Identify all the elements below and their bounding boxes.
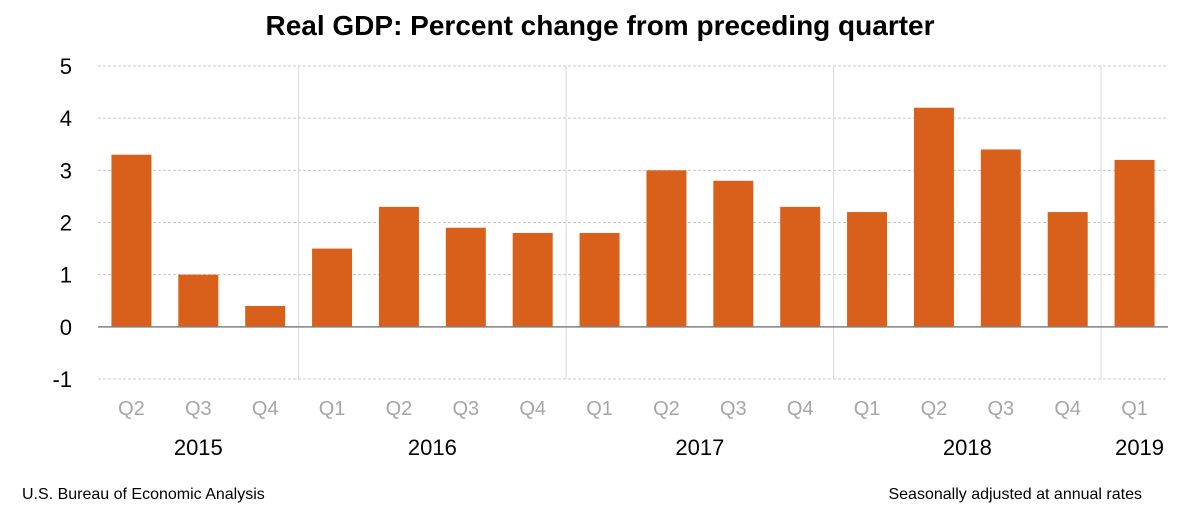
x-tick-label: Q2 (653, 398, 680, 420)
y-tick-label: 0 (60, 315, 72, 340)
x-tick-label: Q2 (386, 398, 413, 420)
bar (913, 107, 954, 327)
x-tick-label: Q2 (118, 398, 145, 420)
bar (646, 170, 687, 327)
y-tick-label: 4 (60, 106, 72, 131)
bar (245, 305, 286, 327)
x-tick-label: Q3 (452, 398, 479, 420)
bar (111, 154, 152, 327)
bar (579, 232, 620, 327)
year-label: 2017 (675, 435, 724, 460)
x-tick-label: Q1 (854, 398, 881, 420)
x-tick-label: Q1 (586, 398, 613, 420)
year-label: 2016 (408, 435, 457, 460)
bar (780, 206, 821, 327)
x-tick-label: Q1 (1121, 398, 1148, 420)
adjustment-note: Seasonally adjusted at annual rates (888, 486, 1142, 503)
bar (378, 206, 419, 327)
bar (713, 180, 754, 327)
y-tick-label: -1 (52, 367, 72, 392)
y-tick-label: 3 (60, 158, 72, 183)
y-tick-label: 1 (60, 263, 72, 288)
y-tick-label: 5 (60, 54, 72, 79)
x-tick-label: Q2 (921, 398, 948, 420)
year-label: 2015 (174, 435, 223, 460)
x-tick-label: Q3 (185, 398, 212, 420)
bar (1114, 159, 1155, 327)
bar (512, 232, 553, 327)
bar (1047, 212, 1088, 327)
bar (312, 248, 353, 327)
year-label: 2018 (943, 435, 992, 460)
x-tick-label: Q4 (787, 398, 814, 420)
bar (980, 149, 1021, 327)
bar (847, 212, 888, 327)
bar (445, 227, 486, 327)
year-label: 2019 (1115, 435, 1164, 460)
x-tick-label: Q3 (720, 398, 747, 420)
x-tick-label: Q4 (1054, 398, 1081, 420)
x-tick-label: Q4 (519, 398, 546, 420)
x-tick-label: Q3 (987, 398, 1014, 420)
x-tick-label: Q4 (252, 398, 279, 420)
x-tick-label: Q1 (319, 398, 346, 420)
source-note: U.S. Bureau of Economic Analysis (22, 486, 265, 503)
chart-title: Real GDP: Percent change from preceding … (265, 10, 935, 41)
y-tick-label: 2 (60, 211, 72, 236)
bar (178, 274, 219, 327)
